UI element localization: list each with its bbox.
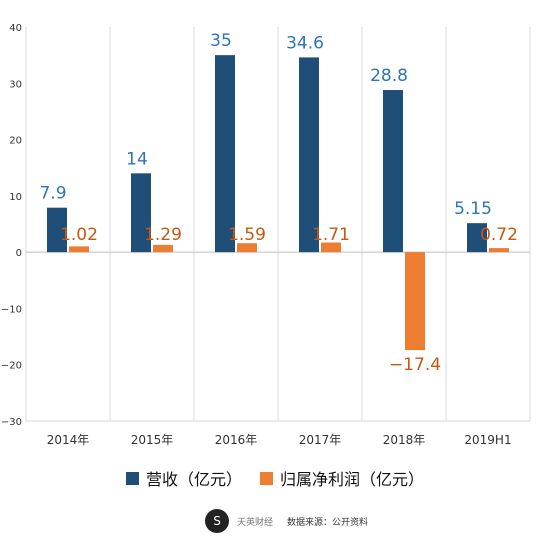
legend-item-revenue: 营收（亿元）	[125, 466, 242, 490]
x-category-label: 2014年	[47, 433, 90, 447]
y-tick-label: 0	[16, 248, 22, 259]
data-label-revenue: 28.8	[370, 66, 408, 86]
footer: S 天英财经 数据来源：公开资料	[205, 508, 368, 534]
y-tick-label: 30	[9, 79, 22, 90]
data-label-net-profit: 1.02	[60, 225, 98, 245]
y-tick-label: −10	[1, 304, 22, 315]
bar-net-profit	[321, 242, 341, 253]
data-label-net-profit: 1.59	[228, 225, 266, 245]
bar-net-profit	[153, 244, 173, 253]
data-label-net-profit: 1.29	[144, 225, 182, 245]
brand-logo-icon: S	[205, 509, 229, 533]
y-tick-label: −30	[1, 417, 22, 428]
legend-swatch-revenue	[125, 471, 139, 485]
data-label-net-profit: 0.72	[480, 225, 518, 245]
data-label-net-profit: 1.71	[312, 225, 350, 245]
data-label-revenue: 5.15	[454, 199, 492, 219]
legend-label-revenue: 营收（亿元）	[145, 470, 242, 489]
y-tick-label: −20	[1, 361, 22, 372]
bar-revenue	[131, 173, 151, 253]
legend-swatch-net-profit	[260, 471, 273, 485]
bar-net-profit	[237, 243, 257, 253]
data-source: 数据来源：公开资料	[287, 517, 369, 528]
y-tick-label: 40	[9, 23, 22, 34]
data-label-revenue: 35	[210, 31, 232, 51]
x-category-label: 2018年	[383, 433, 426, 447]
data-label-revenue: 14	[126, 149, 148, 169]
data-label-revenue: 7.9	[39, 184, 66, 204]
legend: 营收（亿元） 归属净利润（亿元）	[0, 465, 550, 491]
brand-name: 天英财经	[237, 517, 274, 528]
bar-revenue	[47, 207, 67, 253]
legend-label-net-profit: 归属净利润（亿元）	[280, 470, 425, 489]
data-label-net-profit: −17.4	[389, 355, 441, 375]
bar-net-profit	[405, 252, 425, 351]
bar-revenue	[467, 223, 487, 253]
x-category-label: 2016年	[215, 433, 258, 447]
bar-revenue	[299, 57, 319, 253]
bar-net-profit	[69, 246, 89, 253]
data-label-revenue: 34.6	[286, 33, 324, 53]
bar-revenue	[215, 55, 235, 253]
x-category-label: 2015年	[131, 433, 174, 447]
bar-revenue	[383, 90, 403, 253]
legend-item-net-profit: 归属净利润（亿元）	[260, 466, 424, 490]
x-category-label: 2017年	[299, 433, 342, 447]
bar-net-profit	[489, 248, 509, 253]
bar-chart: 40 30 20 10 0 −10 −20 −30 2014年 2015年 2016年 2017年 20…	[1, 23, 531, 447]
y-tick-label: 20	[9, 136, 22, 147]
x-category-label: 2019H1	[464, 433, 511, 447]
y-tick-label: 10	[9, 192, 22, 203]
